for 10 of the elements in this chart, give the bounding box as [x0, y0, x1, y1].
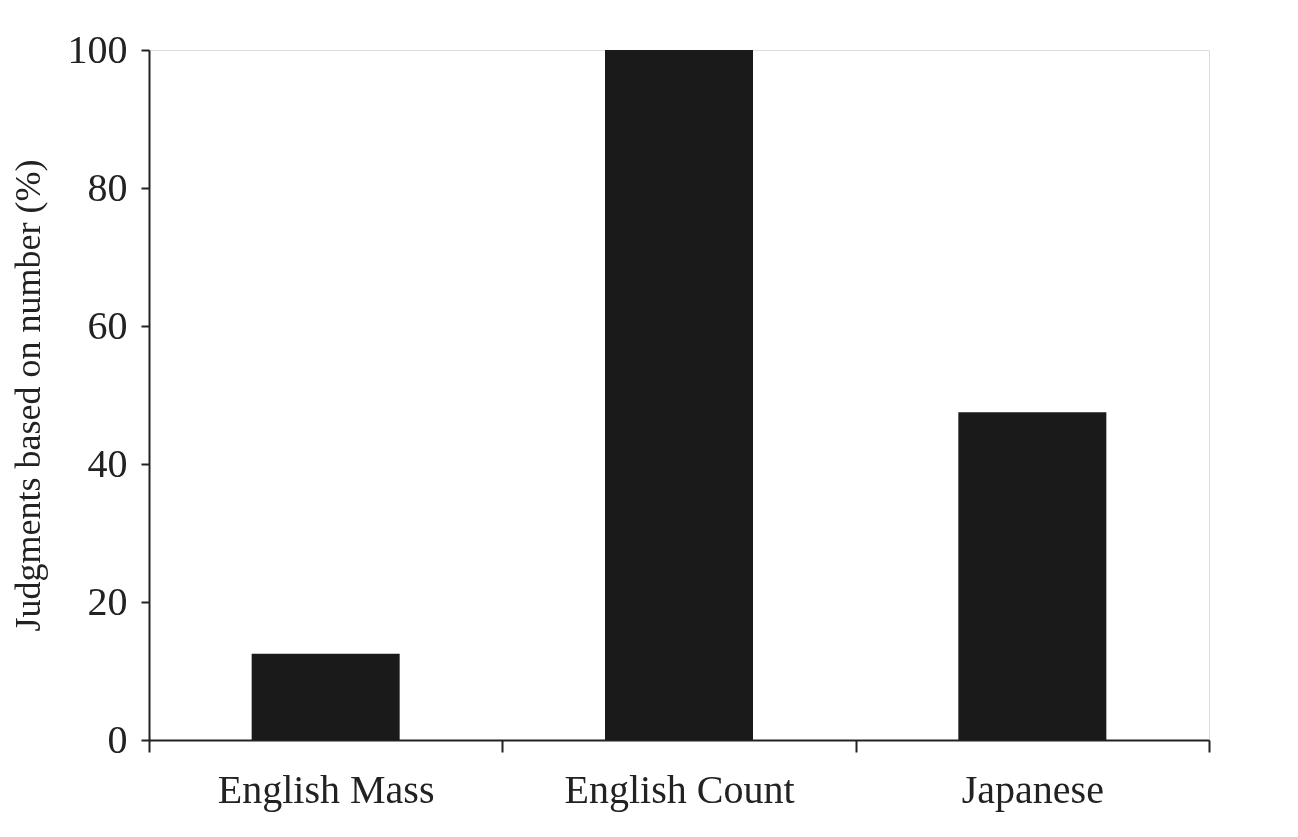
x-tick-label: English Count	[564, 766, 795, 812]
y-tick-label: 20	[87, 578, 128, 624]
y-tick-label: 0	[107, 716, 128, 762]
y-axis-title: Judgments based on number (%)	[7, 159, 48, 632]
y-tick-label: 60	[87, 302, 128, 348]
y-tick-label: 40	[87, 440, 128, 486]
x-tick-label: Japanese	[961, 766, 1104, 812]
y-tick-label: 100	[67, 26, 128, 72]
x-tick-label: English Mass	[217, 766, 435, 812]
y-tick-label: 80	[87, 164, 128, 210]
